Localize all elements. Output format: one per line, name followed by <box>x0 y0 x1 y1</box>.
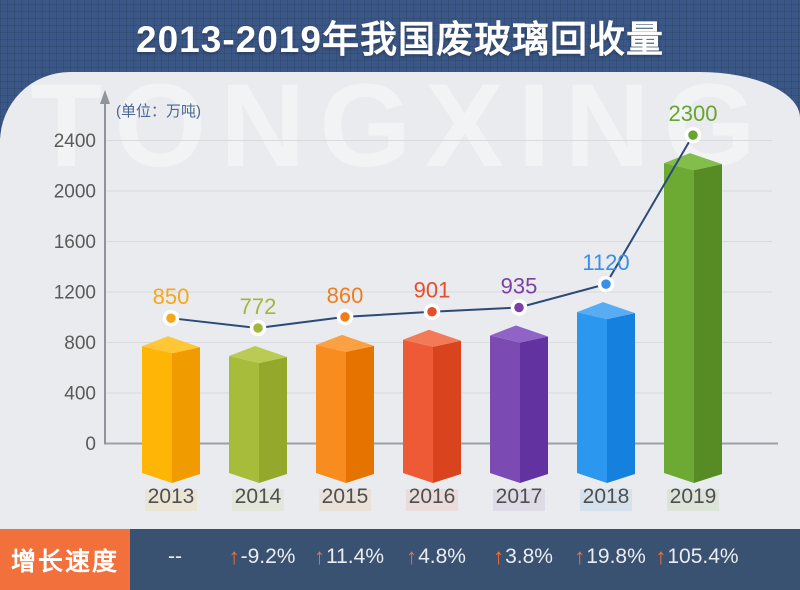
up-arrow-icon: ↑ <box>655 543 667 569</box>
growth-value-text: 19.8% <box>586 544 646 568</box>
up-arrow-icon: ↑ <box>574 543 586 569</box>
growth-value-text: 3.8% <box>505 544 553 568</box>
growth-value-text: -- <box>168 544 182 568</box>
growth-row-label: 增长速度 <box>0 529 130 590</box>
watermark: TONGXING <box>30 72 770 192</box>
up-arrow-icon: ↑ <box>228 543 240 569</box>
growth-value-text: 4.8% <box>418 544 466 568</box>
growth-row: 增长速度 -- ↑ -9.2% ↑ 11.4% ↑ 4.8% ↑ 3.8% ↑ 19.8% ↑ 105.… <box>0 529 800 590</box>
growth-value-2018: ↑ 19.8% <box>574 529 646 584</box>
growth-value-2014: ↑ -9.2% <box>229 529 296 584</box>
growth-value-text: 11.4% <box>326 544 384 568</box>
up-arrow-icon: ↑ <box>493 543 505 569</box>
unit-label: (单位：万吨) <box>116 103 201 120</box>
up-arrow-icon: ↑ <box>314 543 325 569</box>
growth-value-2013: -- <box>168 529 182 584</box>
chart-panel: TONGXING <box>0 72 800 590</box>
growth-value-2019: ↑ 105.4% <box>655 529 738 584</box>
growth-value-2017: ↑ 3.8% <box>493 529 553 584</box>
growth-value-text: 105.4% <box>667 544 739 568</box>
growth-value-2016: ↑ 4.8% <box>406 529 466 584</box>
growth-value-text: -9.2% <box>240 544 296 568</box>
page-title: 2013-2019年我国废玻璃回收量 <box>136 19 664 60</box>
up-arrow-icon: ↑ <box>406 543 418 569</box>
growth-value-2015: ↑ 11.4% <box>314 529 384 584</box>
